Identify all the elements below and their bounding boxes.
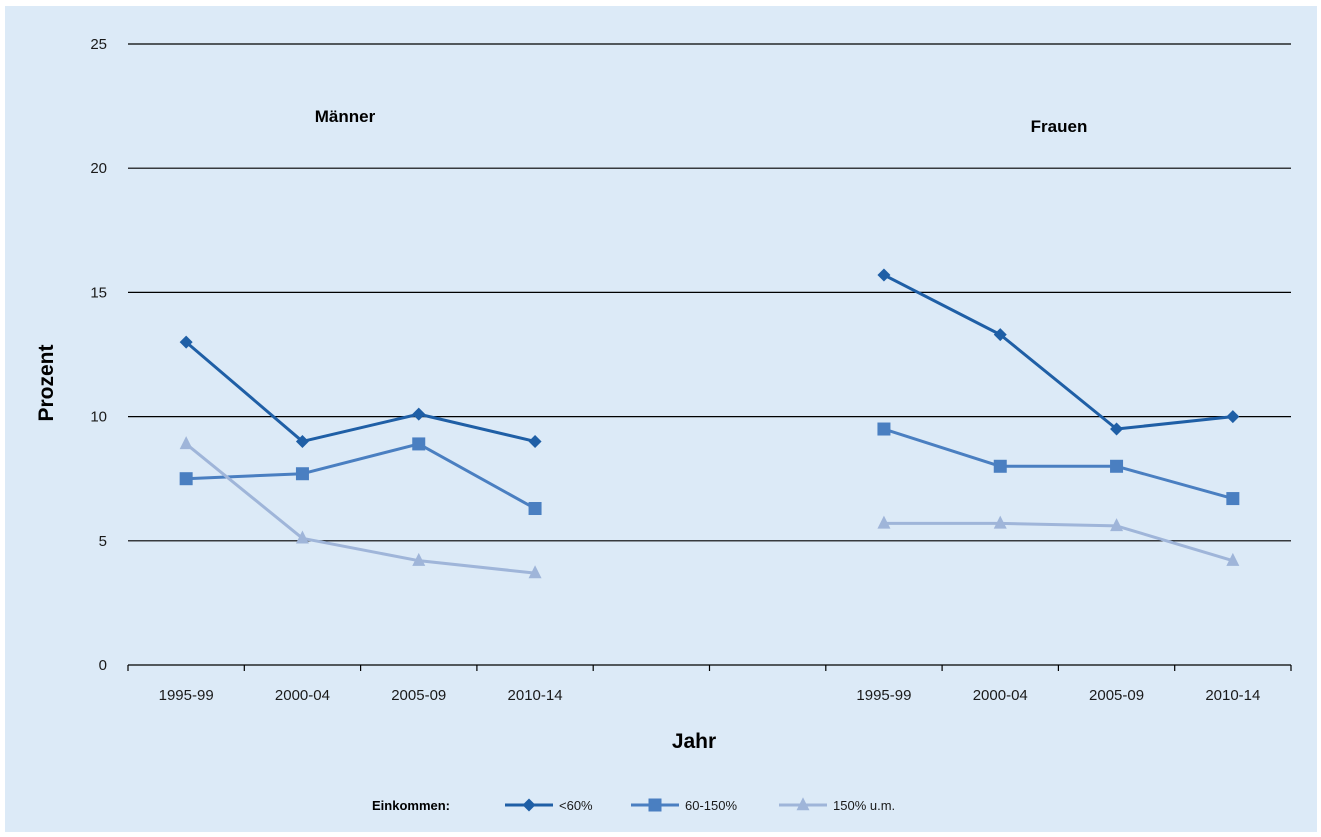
legend: Einkommen: <60% 60-150% 150% u.m. xyxy=(372,797,895,813)
series-layer xyxy=(179,268,1240,579)
y-tick-label: 20 xyxy=(90,160,107,177)
data-point-square xyxy=(412,437,426,451)
data-point-diamond xyxy=(528,434,542,448)
data-point-diamond xyxy=(993,328,1007,342)
data-point-diamond xyxy=(295,434,309,448)
y-axis-title: Prozent xyxy=(35,344,58,421)
data-point-diamond xyxy=(412,407,426,421)
data-point-square xyxy=(528,502,542,516)
x-tick-label: 2010-14 xyxy=(1205,687,1260,704)
series-line xyxy=(185,340,536,443)
x-tick-label: 2010-14 xyxy=(508,687,563,704)
data-point-square xyxy=(1226,492,1240,506)
axes: 0 5 10 15 20 25 1995-99 2000-04 2005-09 2010-14 19… xyxy=(90,36,1292,704)
y-tick-label: 0 xyxy=(99,657,107,674)
x-tick-label: 1995-99 xyxy=(856,687,911,704)
gridlines xyxy=(128,43,1291,542)
x-tick-label: 2005-09 xyxy=(391,687,446,704)
y-tick-label: 10 xyxy=(90,409,107,426)
data-point-square xyxy=(1110,459,1124,473)
data-point-diamond xyxy=(179,335,193,349)
data-point-diamond xyxy=(1226,410,1240,424)
x-tick-label: 2000-04 xyxy=(973,687,1028,704)
data-point-diamond xyxy=(522,798,536,812)
series-line xyxy=(883,273,1234,431)
data-point-triangle xyxy=(412,552,426,566)
data-point-square xyxy=(648,798,662,812)
x-tick-label: 2000-04 xyxy=(275,687,330,704)
data-point-triangle xyxy=(877,515,891,529)
series-line xyxy=(883,521,1234,563)
data-point-triangle xyxy=(528,565,542,579)
legend-label: <60% xyxy=(559,798,593,813)
data-point-diamond xyxy=(1110,422,1124,436)
series-line xyxy=(186,442,536,510)
legend-label: 60-150% xyxy=(685,798,737,813)
legend-title: Einkommen: xyxy=(372,798,450,813)
data-point-triangle xyxy=(796,797,810,811)
data-point-square xyxy=(179,472,193,486)
line-chart: 0 5 10 15 20 25 1995-99 2000-04 2005-09 2010-14 19… xyxy=(35,36,1292,813)
x-tick-label: 2005-09 xyxy=(1089,687,1144,704)
series-line xyxy=(883,427,1234,501)
data-point-triangle xyxy=(1110,518,1124,532)
panel-title-frauen: Frauen xyxy=(1031,117,1088,136)
chart-area: 0 5 10 15 20 25 1995-99 2000-04 2005-09 2010-14 19… xyxy=(5,6,1317,832)
data-point-triangle xyxy=(1226,552,1240,566)
x-tick-label: 1995-99 xyxy=(159,687,214,704)
data-point-triangle xyxy=(295,530,309,544)
data-point-square xyxy=(993,459,1007,473)
panel-title-maenner: Männer xyxy=(315,107,376,126)
y-tick-label: 25 xyxy=(90,36,107,53)
y-tick-label: 15 xyxy=(90,284,107,301)
data-point-square xyxy=(295,467,309,481)
data-point-triangle xyxy=(179,436,193,450)
data-point-triangle xyxy=(993,515,1007,529)
data-point-diamond xyxy=(877,268,891,282)
y-tick-label: 5 xyxy=(99,533,107,550)
legend-label: 150% u.m. xyxy=(833,798,895,813)
x-axis-title: Jahr xyxy=(672,730,716,753)
data-point-square xyxy=(877,422,891,436)
series-line xyxy=(185,442,536,575)
